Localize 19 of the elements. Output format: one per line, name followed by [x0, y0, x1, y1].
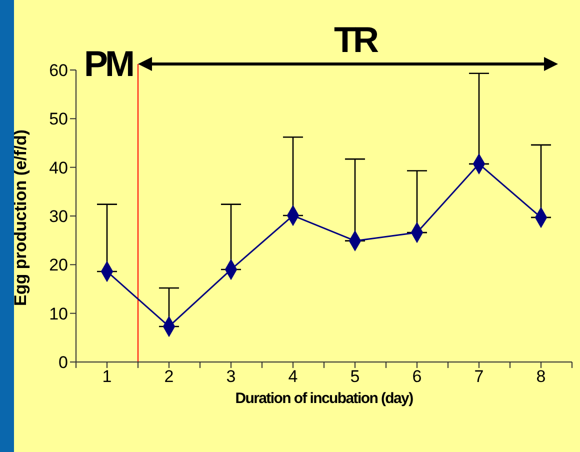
- y-tick-label: 0: [58, 353, 68, 372]
- x-axis-title: Duration of incubation (day): [235, 390, 414, 407]
- x-tick-label: 2: [164, 367, 174, 386]
- x-tick-label: 6: [412, 367, 422, 386]
- x-tick-label: 8: [536, 367, 546, 386]
- x-tick-label: 4: [288, 367, 298, 386]
- x-tick-label: 1: [102, 367, 112, 386]
- text: TR: [334, 19, 379, 60]
- x-tick-label: 3: [226, 367, 236, 386]
- y-tick-label: 60: [49, 61, 68, 80]
- y-tick-label: 20: [49, 256, 68, 275]
- y-tick-label: 10: [49, 304, 68, 324]
- y-tick-label: 30: [49, 207, 68, 226]
- y-tick-label: 40: [49, 158, 68, 178]
- x-tick-label: 5: [350, 367, 360, 386]
- y-axis-title: Egg production (e/f/d): [11, 129, 30, 306]
- annotation: PM: [84, 43, 134, 84]
- x-tick-label: 7: [474, 367, 484, 386]
- y-tick-label: 50: [49, 110, 68, 129]
